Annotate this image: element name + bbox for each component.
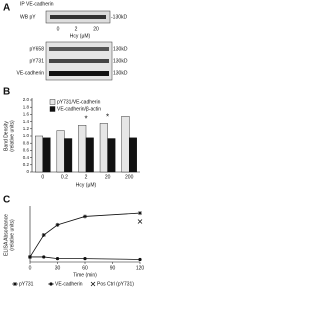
y-tick-label: 0.8 [23, 140, 30, 145]
x-axis-label: Hcy (μM) [70, 33, 91, 39]
wb-label: WB pY [20, 14, 36, 20]
size-label: 130kD [113, 58, 128, 64]
y-tick-label: 1.6 [23, 112, 30, 117]
panel-label: B [3, 87, 10, 98]
blot-band [49, 59, 109, 63]
point [41, 233, 46, 237]
legend-label: VE-cadherin [55, 281, 83, 287]
x-tick-label: 2 [85, 174, 88, 180]
size-label: 130kD [113, 70, 128, 76]
bar [99, 123, 108, 173]
y-tick-label: 1.8 [23, 104, 30, 109]
x-tick-label: 90 [110, 265, 116, 271]
y-axis-label: Band Density [3, 121, 9, 151]
bar [107, 138, 116, 173]
x-tick-label: 30 [55, 265, 61, 271]
point [83, 257, 87, 261]
row-label: VE-cadherin [16, 70, 44, 76]
point [138, 257, 142, 262]
significance-mark: * [106, 113, 109, 122]
significance-mark: * [84, 114, 87, 123]
panel-label: A [3, 3, 10, 14]
bar [78, 124, 87, 173]
x-tick-label: 60 [82, 265, 88, 271]
x-tick-label: 200 [125, 174, 134, 180]
blot-band [50, 15, 106, 19]
legend-label: Pos Ctrl (pY731) [97, 281, 134, 287]
x-tick-label: 0 [29, 265, 32, 271]
legend-label: VE-cadherin/β-actin [57, 106, 101, 112]
y-tick-label: 2.0 [23, 97, 30, 102]
legend-marker [13, 282, 17, 286]
blot-band [49, 71, 109, 76]
bar [64, 138, 73, 173]
point [42, 255, 46, 259]
bar [85, 137, 94, 173]
size-label: -130kD [111, 14, 128, 20]
blot-band [49, 47, 109, 51]
lane-label: 0 [57, 26, 60, 32]
point [138, 211, 142, 216]
x-axis-label: Time (min) [73, 272, 97, 278]
legend-swatch [49, 106, 56, 112]
y-axis-label: (relative units) [9, 120, 15, 152]
point [55, 257, 60, 261]
y-tick-label: 0.2 [23, 162, 30, 167]
point [137, 219, 143, 224]
y-tick-label: 1.0 [23, 133, 30, 138]
legend-marker [90, 281, 96, 287]
x-tick-label: 0 [41, 174, 44, 180]
y-tick-label: 0 [26, 169, 29, 174]
series-line [29, 212, 141, 258]
legend-label: pY731/VE-cadherin [57, 99, 101, 105]
legend-label: pY731 [19, 281, 34, 287]
row-label: pY731 [30, 58, 45, 64]
bar [121, 115, 130, 173]
lane-label: 2 [75, 26, 78, 32]
y-axis-label: (relative units) [9, 219, 15, 251]
panel-label: C [3, 195, 10, 206]
figure: A IP VE-cadherin WB pY -130kD 0 2 20 Hcy… [3, 1, 145, 287]
y-tick-label: 0.4 [23, 155, 30, 160]
x-tick-label: 120 [136, 265, 145, 271]
y-tick-label: 0.6 [23, 148, 30, 153]
bar [56, 130, 65, 173]
size-label: 130kD [113, 46, 128, 52]
y-tick-label: 1.4 [23, 119, 30, 124]
point [55, 222, 60, 227]
bar [128, 137, 137, 173]
bar [42, 137, 51, 173]
lane-label: 20 [93, 26, 99, 32]
x-tick-label: 20 [105, 174, 111, 180]
x-axis-label: Hcy (μM) [76, 182, 97, 188]
point [83, 214, 87, 219]
x-tick-label: 0.2 [61, 174, 68, 180]
point [28, 255, 32, 259]
ip-label: IP VE-cadherin [20, 1, 54, 7]
y-tick-label: 1.2 [23, 126, 30, 131]
legend-swatch [49, 99, 56, 105]
bar [35, 135, 44, 173]
legend-marker [49, 282, 53, 286]
row-label: pY658 [30, 46, 45, 52]
y-axis-label: ELISA Absorbance [3, 214, 9, 256]
